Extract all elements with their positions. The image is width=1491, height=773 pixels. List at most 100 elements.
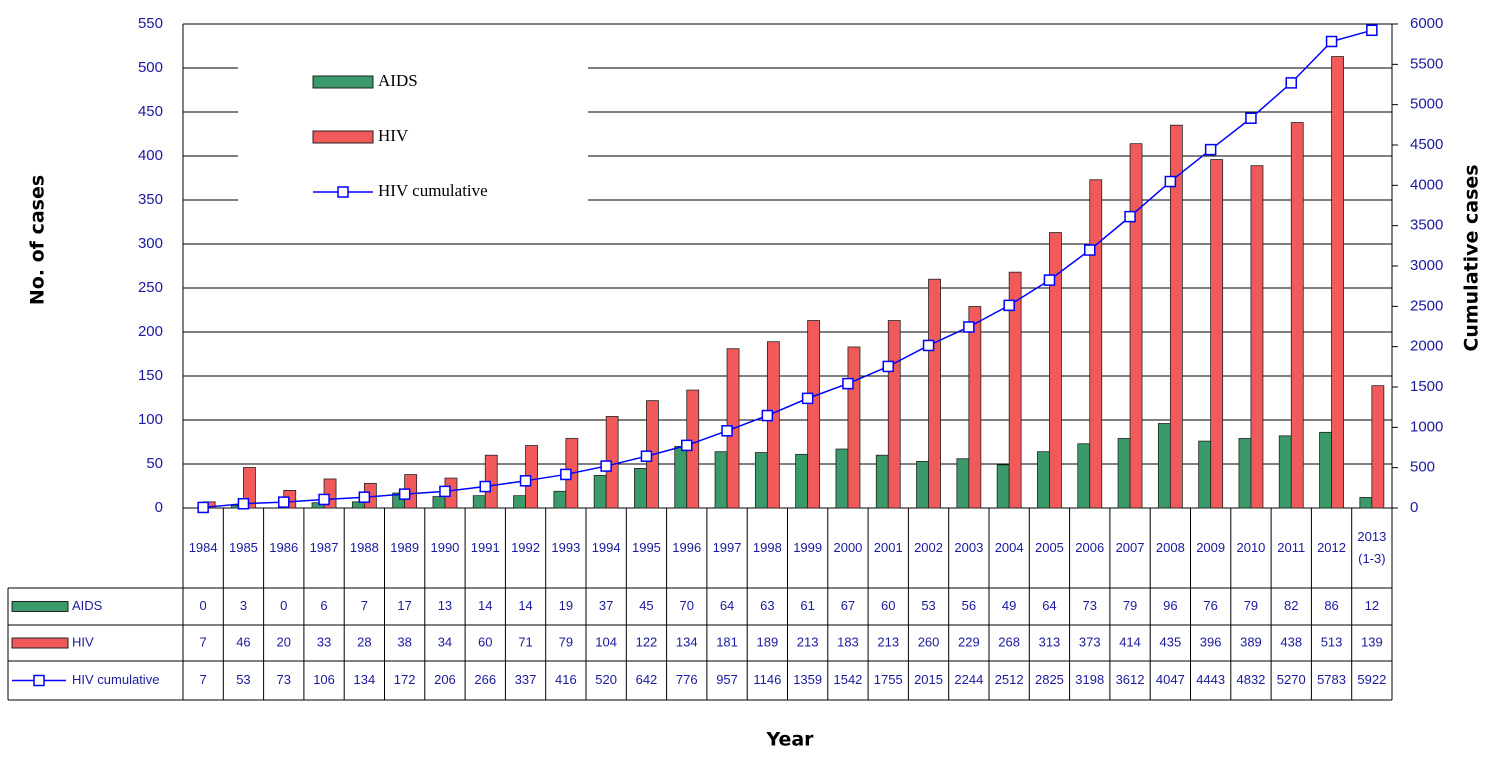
- table-row-label: AIDS: [72, 598, 103, 613]
- table-cell: 19: [559, 598, 573, 613]
- x-tick-label: 2010: [1236, 540, 1266, 555]
- table-cell: 776: [676, 672, 698, 687]
- line-marker: [721, 425, 733, 437]
- y2-tick-label: 1500: [1410, 378, 1443, 395]
- legend-box: [238, 58, 588, 208]
- bar: [916, 460, 929, 509]
- table-cell: 45: [639, 598, 653, 613]
- table-cell: 34: [438, 634, 452, 649]
- bar: [1037, 451, 1050, 509]
- bar: [1117, 438, 1131, 509]
- bar: [1319, 431, 1332, 509]
- table-cell: 86: [1324, 598, 1338, 613]
- y-tick-label: 200: [138, 323, 163, 340]
- x-tick-cell: 1997: [713, 540, 742, 555]
- legend-swatch: [312, 75, 374, 89]
- x-tick-label: 2004: [994, 540, 1024, 555]
- legend-swatch: [11, 601, 69, 612]
- line-marker: [1245, 112, 1257, 124]
- table-cell: 53: [921, 598, 935, 613]
- y-tick-label: 450: [138, 103, 163, 120]
- x-tick-label: 2003: [954, 540, 984, 555]
- table-cell: 260: [918, 634, 940, 649]
- y2-axis-label: Cumulative cases: [1461, 164, 1483, 351]
- x-tick-label: 2002: [914, 540, 943, 555]
- x-tick-label: 1998: [752, 540, 782, 555]
- table-cell: 181: [716, 634, 738, 649]
- x-tick-cell: 2008: [1156, 540, 1185, 555]
- bar: [1077, 443, 1091, 509]
- bar: [714, 451, 728, 509]
- y2-tick-label: 500: [1410, 459, 1435, 476]
- table-cell: 266: [474, 672, 496, 687]
- x-tick-label: 1990: [430, 540, 460, 555]
- x-tick-label: 1999: [793, 540, 823, 555]
- table-cell: 70: [680, 598, 694, 613]
- x-tick-cell: 1991: [471, 540, 500, 555]
- table-cell: 56: [962, 598, 976, 613]
- table-cell: 104: [595, 634, 617, 649]
- y-axis-label: No. of cases: [27, 175, 49, 305]
- bar: [243, 467, 256, 509]
- table-cell: 12: [1365, 598, 1379, 613]
- bar: [1278, 435, 1292, 509]
- table-cell: 49: [1002, 598, 1016, 613]
- table-cell: 64: [1042, 598, 1056, 613]
- bar: [835, 448, 849, 509]
- bar: [887, 320, 901, 509]
- x-tick-cell: 1992: [511, 540, 540, 555]
- table-cell: 4832: [1236, 672, 1265, 687]
- bar: [807, 320, 821, 509]
- x-tick-cell: 2007: [1116, 540, 1145, 555]
- y-tick-label: 100: [138, 411, 163, 428]
- y2-tick-label: 3500: [1410, 217, 1443, 234]
- table-cell: 7: [200, 672, 207, 687]
- bar: [1250, 165, 1264, 509]
- bar: [1049, 232, 1062, 509]
- y-tick-label: 550: [138, 15, 163, 32]
- bar: [996, 464, 1010, 509]
- bar: [1371, 385, 1385, 509]
- x-tick-label: 2005: [1034, 540, 1064, 555]
- bar: [432, 496, 446, 509]
- y2-tick-label: 4000: [1410, 176, 1443, 193]
- x-tick-cell: 2000: [833, 540, 862, 555]
- x-tick-cell: 1993: [551, 540, 581, 555]
- x-tick-label: 1988: [349, 540, 379, 555]
- x-tick-cell: 1985: [229, 540, 258, 555]
- x-tick-cell: 1999: [793, 540, 823, 555]
- table-cell: 2244: [954, 672, 983, 687]
- table-cell: 61: [800, 598, 814, 613]
- table-cell: 73: [1083, 598, 1097, 613]
- bar: [674, 445, 688, 509]
- table-cell: 7: [200, 634, 207, 649]
- legend-swatch: [11, 637, 69, 649]
- y-tick-label: 400: [138, 147, 163, 164]
- table-cell: 71: [518, 634, 532, 649]
- line-marker: [963, 321, 975, 333]
- x-tick-cell: 1989: [390, 540, 419, 555]
- table-cell: 14: [478, 598, 492, 613]
- table-cell: 1755: [874, 672, 903, 687]
- bar: [593, 475, 607, 509]
- y2-tick-label: 3000: [1410, 257, 1443, 274]
- bar: [847, 346, 861, 509]
- table-cell: 38: [397, 634, 411, 649]
- y2-tick-label: 0: [1410, 499, 1418, 516]
- table-cell: 206: [434, 672, 456, 687]
- x-tick-label: 1993: [551, 540, 581, 555]
- legend-label: HIV: [378, 126, 409, 145]
- x-tick-cell: 1994: [592, 540, 621, 555]
- table-cell: 520: [595, 672, 617, 687]
- bar: [968, 306, 982, 509]
- line-marker: [398, 488, 411, 500]
- line-marker: [640, 450, 653, 462]
- table-cell: 28: [357, 634, 371, 649]
- table-cell: 3198: [1075, 672, 1104, 687]
- table-cell: 53: [236, 672, 250, 687]
- line-marker: [1043, 274, 1056, 286]
- line-marker: [439, 485, 451, 498]
- table-cell: 313: [1039, 634, 1061, 649]
- legend-marker: [33, 674, 45, 687]
- bar: [634, 467, 647, 509]
